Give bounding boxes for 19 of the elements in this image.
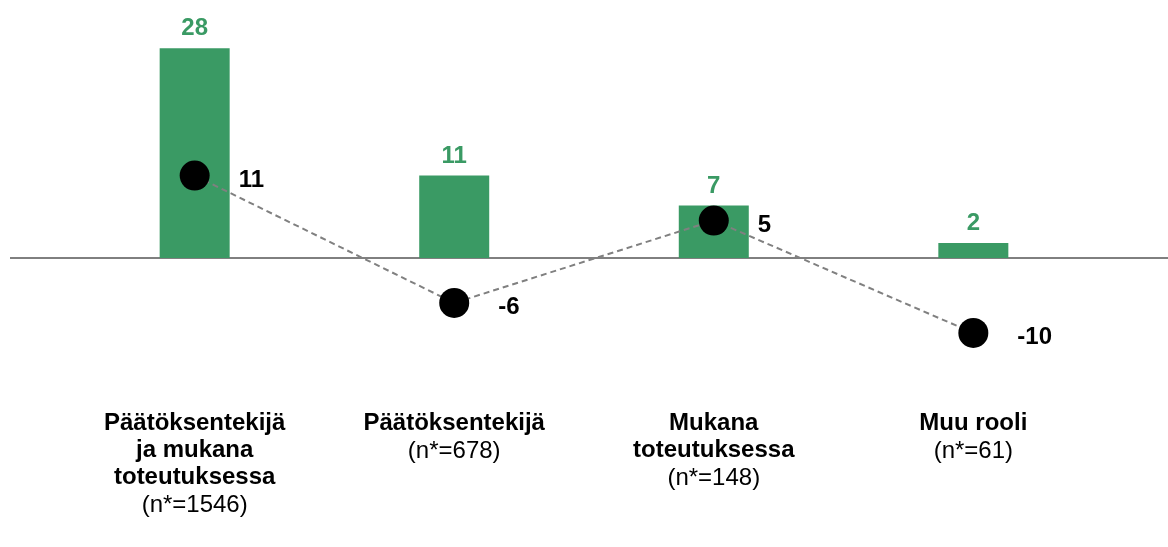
data-label: 11 bbox=[238, 164, 265, 192]
bar bbox=[159, 48, 230, 258]
x-tick-label: Päätöksentekijä ja mukana toteutuksessa bbox=[103, 407, 287, 489]
text: (n*=678) bbox=[407, 436, 501, 463]
data-label: 28 bbox=[181, 13, 209, 41]
text: (n*=61) bbox=[933, 436, 1014, 463]
text: (n*=148) bbox=[667, 463, 761, 490]
text: (n*=1546) bbox=[141, 490, 248, 517]
bar bbox=[419, 175, 490, 258]
x-tick-label: Mukana toteutuksessa bbox=[633, 407, 796, 462]
x-tick-label: Muu rooli bbox=[919, 407, 1028, 435]
data-label: 2 bbox=[966, 208, 981, 236]
data-label: -10 bbox=[1017, 321, 1053, 349]
bar bbox=[938, 243, 1009, 258]
x-tick-label: Päätöksentekijä bbox=[363, 407, 546, 435]
data-label: 11 bbox=[441, 140, 467, 168]
data-label: 5 bbox=[757, 209, 772, 237]
data-label: -6 bbox=[498, 291, 520, 319]
data-label: 7 bbox=[707, 170, 721, 198]
